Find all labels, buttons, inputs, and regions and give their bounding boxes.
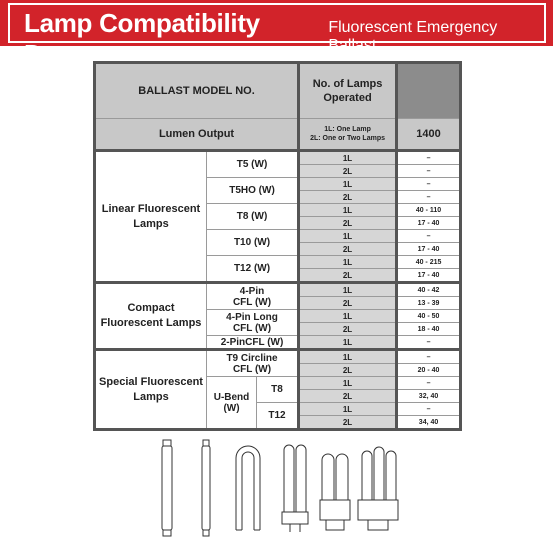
lamp-count: 1L	[298, 229, 398, 243]
type-2-pin-cfl: 2-PinCFL (W)	[205, 335, 301, 350]
title-banner: Lamp Compatibility Data: Fluorescent Eme…	[0, 0, 553, 69]
t5-tube-lamp-icon	[201, 439, 211, 537]
legend-one-lamp: 1L: One Lamp	[324, 126, 371, 133]
model-header-cell	[395, 62, 463, 119]
wattage-value: –	[395, 376, 463, 390]
ballast-model-header: BALLAST MODEL NO.	[93, 62, 301, 119]
page-subtitle: Fluorescent Emergency Ballast	[328, 19, 498, 54]
wattage-value: –	[395, 402, 463, 416]
type-u-bend-t12: T12	[255, 402, 301, 430]
wattage-value: –	[395, 335, 463, 350]
wattage-value: –	[395, 190, 463, 204]
type-4-pin-long-cfl: 4-Pin Long CFL (W)	[205, 309, 301, 336]
wattage-value: 40 - 215	[395, 255, 463, 269]
lamp-count: 2L	[298, 164, 398, 178]
lamp-count: 1L	[298, 309, 398, 323]
lamp-count: 2L	[298, 242, 398, 256]
lamp-count: 2L	[298, 322, 398, 336]
lamp-compatibility-table: BALLAST MODEL NO. No. of Lamps Operated …	[93, 61, 463, 431]
page-title: Lamp Compatibility Data:	[24, 8, 260, 69]
lamp-count: 2L	[298, 190, 398, 204]
4-pin-cfl-lamp-icon	[319, 453, 351, 531]
lumen-output-header: Lumen Output	[93, 118, 301, 151]
wattage-value: 17 - 40	[395, 242, 463, 256]
u-bend-lamp-icon	[235, 445, 261, 531]
type-t5ho: T5HO (W)	[205, 177, 301, 204]
wattage-value: –	[395, 348, 463, 364]
group-linear: Linear Fluorescent Lamps	[94, 149, 207, 283]
lamp-count: 1L	[298, 335, 398, 350]
wattage-value: –	[395, 149, 463, 165]
wattage-value: –	[395, 229, 463, 243]
type-t5: T5 (W)	[205, 149, 301, 178]
type-t12: T12 (W)	[205, 255, 301, 283]
type-4-pin-cfl: 4-Pin CFL (W)	[205, 281, 301, 310]
wattage-value: 40 - 42	[395, 281, 463, 297]
lamp-count: 1L	[298, 149, 398, 165]
lamp-count: 2L	[298, 268, 398, 283]
wattage-value: 40 - 50	[395, 309, 463, 323]
lamp-count: 1L	[298, 177, 398, 191]
lamp-illustrations	[161, 439, 399, 537]
lamp-count: 1L	[298, 402, 398, 416]
lamp-count: 2L	[298, 363, 398, 377]
lamps-operated-header: No. of Lamps Operated	[298, 62, 398, 119]
2-pin-cfl-lamp-icon	[281, 444, 309, 532]
wattage-value: 34, 40	[395, 415, 463, 430]
lamp-count: 1L	[298, 203, 398, 217]
wattage-value: 17 - 40	[395, 268, 463, 283]
wattage-value: –	[395, 177, 463, 191]
4-pin-quad-cfl-lamp-icon	[357, 446, 399, 531]
wattage-value: 40 - 110	[395, 203, 463, 217]
type-t8: T8 (W)	[205, 203, 301, 230]
lamp-count-legend: 1L: One Lamp 2L: One or Two Lamps	[298, 118, 398, 151]
wattage-value: 17 - 40	[395, 216, 463, 230]
title-frame: Lamp Compatibility Data: Fluorescent Eme…	[8, 3, 546, 69]
wattage-value: 20 - 40	[395, 363, 463, 377]
wattage-value: –	[395, 164, 463, 178]
lamp-count: 2L	[298, 216, 398, 230]
group-special: Special Fluorescent Lamps	[94, 348, 207, 430]
wattage-value: 32, 40	[395, 389, 463, 403]
lamp-count: 1L	[298, 348, 398, 364]
t8-tube-lamp-icon	[161, 439, 173, 537]
type-u-bend: U-Bend (W)	[206, 376, 257, 430]
type-t9-circline: T9 Circline CFL (W)	[205, 348, 301, 377]
wattage-value: 18 - 40	[395, 322, 463, 336]
lamp-count: 1L	[298, 255, 398, 269]
lamp-count: 2L	[298, 415, 398, 430]
group-compact: Compact Fluorescent Lamps	[94, 281, 207, 350]
legend-two-lamps: 2L: One or Two Lamps	[310, 135, 385, 142]
lamp-count: 1L	[298, 376, 398, 390]
wattage-value: 13 - 39	[395, 296, 463, 310]
type-t10: T10 (W)	[205, 229, 301, 256]
lumen-value: 1400	[395, 118, 463, 151]
lamp-count: 2L	[298, 389, 398, 403]
type-u-bend-t8: T8	[255, 376, 301, 403]
lamp-count: 2L	[298, 296, 398, 310]
lamp-count: 1L	[298, 281, 398, 297]
